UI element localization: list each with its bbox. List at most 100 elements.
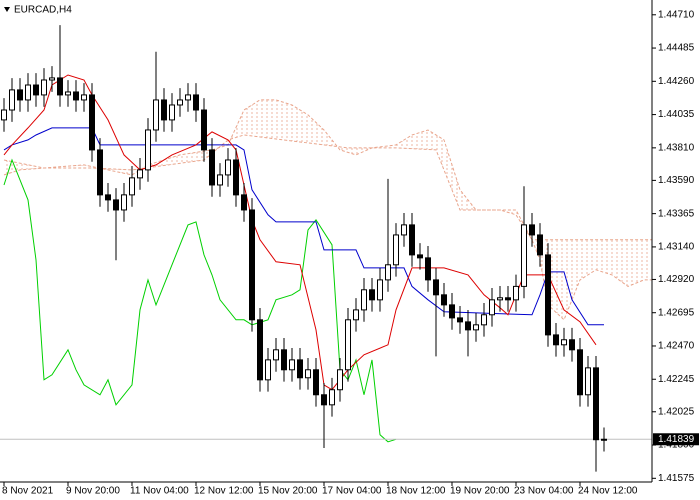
candle-body	[9, 89, 15, 111]
candle-body	[97, 149, 103, 196]
candle-body	[481, 314, 487, 326]
x-tick-label: 23 Nov 04:00	[514, 486, 574, 497]
candle-body	[241, 194, 247, 211]
y-tick-label: 1.42920	[658, 274, 695, 285]
candle-body	[457, 317, 463, 323]
candle-body	[345, 319, 351, 371]
candle-body	[361, 289, 367, 311]
candle-body	[273, 349, 279, 361]
y-tick-label: 1.44485	[658, 43, 695, 54]
candle-body	[489, 299, 495, 316]
x-tick-label: 8 Nov 2021	[2, 486, 54, 497]
candle-body	[601, 438, 607, 441]
symbol-menu-icon[interactable]	[4, 7, 10, 12]
candle-body	[369, 289, 375, 301]
x-tick-label: 19 Nov 20:00	[450, 486, 510, 497]
y-tick-label: 1.43590	[658, 175, 695, 186]
candle-body	[521, 224, 527, 287]
y-tick-label: 1.43810	[658, 142, 695, 153]
candle-body	[401, 224, 407, 236]
candle-body	[41, 79, 47, 96]
candle-body	[313, 369, 319, 396]
candle-layer	[1, 25, 607, 472]
candle-body	[529, 224, 535, 236]
current-price-box	[653, 433, 699, 446]
candle-body	[329, 389, 335, 406]
candle-body	[433, 279, 439, 296]
candle-body	[353, 309, 359, 321]
candle-body	[441, 294, 447, 306]
candle-body	[449, 304, 455, 319]
candle-body	[113, 199, 119, 211]
y-tick-label: 1.42245	[658, 374, 695, 385]
candle-body	[249, 209, 255, 321]
ichimoku-cloud	[4, 99, 652, 320]
label-layer: 1.44710 1.44485 1.44260 1.44035 1.43810 1.435…	[2, 9, 699, 497]
candle-body	[321, 394, 327, 406]
candle-body	[553, 334, 559, 346]
candle-body	[561, 339, 567, 346]
indicator-line	[3, 74, 597, 391]
candle-body	[1, 109, 7, 121]
senkou-span	[3, 99, 652, 321]
x-tick-label: 11 Nov 04:00	[130, 486, 189, 497]
candle-body	[585, 367, 591, 396]
y-tick-label: 1.44035	[658, 109, 695, 120]
candle-body	[465, 321, 471, 331]
candle-body	[225, 159, 231, 176]
candle-body	[289, 359, 295, 371]
x-tick-label: 24 Nov 12:00	[578, 486, 638, 497]
candle-body	[217, 174, 223, 186]
y-tick-label: 1.43365	[658, 208, 695, 219]
cloud-layer	[4, 99, 652, 320]
candle-body	[137, 169, 143, 179]
candle-body	[265, 359, 271, 381]
current-price-label: 1.41839	[658, 434, 695, 445]
y-tick-label: 1.42470	[658, 341, 695, 352]
candle-body	[49, 77, 55, 81]
candle-body	[193, 94, 199, 111]
candle-body	[305, 369, 311, 379]
candle-body	[409, 224, 415, 256]
candle-body	[153, 99, 159, 131]
candle-body	[209, 149, 215, 186]
x-tick-label: 17 Nov 04:00	[322, 486, 382, 497]
candle-body	[393, 234, 399, 266]
candle-body	[513, 285, 519, 301]
candle-body	[281, 349, 287, 371]
candle-body	[121, 194, 127, 211]
candle-body	[25, 84, 31, 101]
y-tick-label: 1.43140	[658, 242, 695, 253]
y-tick-label: 1.44710	[658, 9, 695, 20]
candle-body	[577, 349, 583, 396]
candle-body	[73, 91, 79, 101]
candle-body	[145, 129, 151, 171]
candle-body	[337, 369, 343, 391]
candle-body	[105, 194, 111, 201]
chart-title: EURCAD,H4	[14, 5, 72, 16]
candle-body	[385, 264, 391, 281]
candle-body	[177, 99, 183, 106]
y-tick-label: 1.42695	[658, 307, 695, 318]
candle-body	[169, 104, 175, 121]
candle-body	[569, 339, 575, 351]
axis-layer	[3, 14, 656, 486]
candle-body	[297, 359, 303, 379]
candle-body	[129, 177, 135, 196]
candle-body	[425, 257, 431, 281]
candle-body	[417, 254, 423, 259]
y-tick-label: 1.42025	[658, 406, 695, 417]
candle-body	[593, 367, 599, 441]
candle-body	[57, 77, 63, 96]
candle-body	[473, 324, 479, 331]
candle-body	[537, 234, 543, 256]
candle-body	[161, 99, 167, 121]
candle-body	[65, 91, 71, 96]
x-tick-label: 9 Nov 20:00	[66, 486, 120, 497]
candle-body	[233, 159, 239, 196]
x-tick-label: 18 Nov 12:00	[386, 486, 446, 497]
candle-body	[505, 297, 511, 301]
y-tick-label: 1.41575	[658, 473, 695, 484]
